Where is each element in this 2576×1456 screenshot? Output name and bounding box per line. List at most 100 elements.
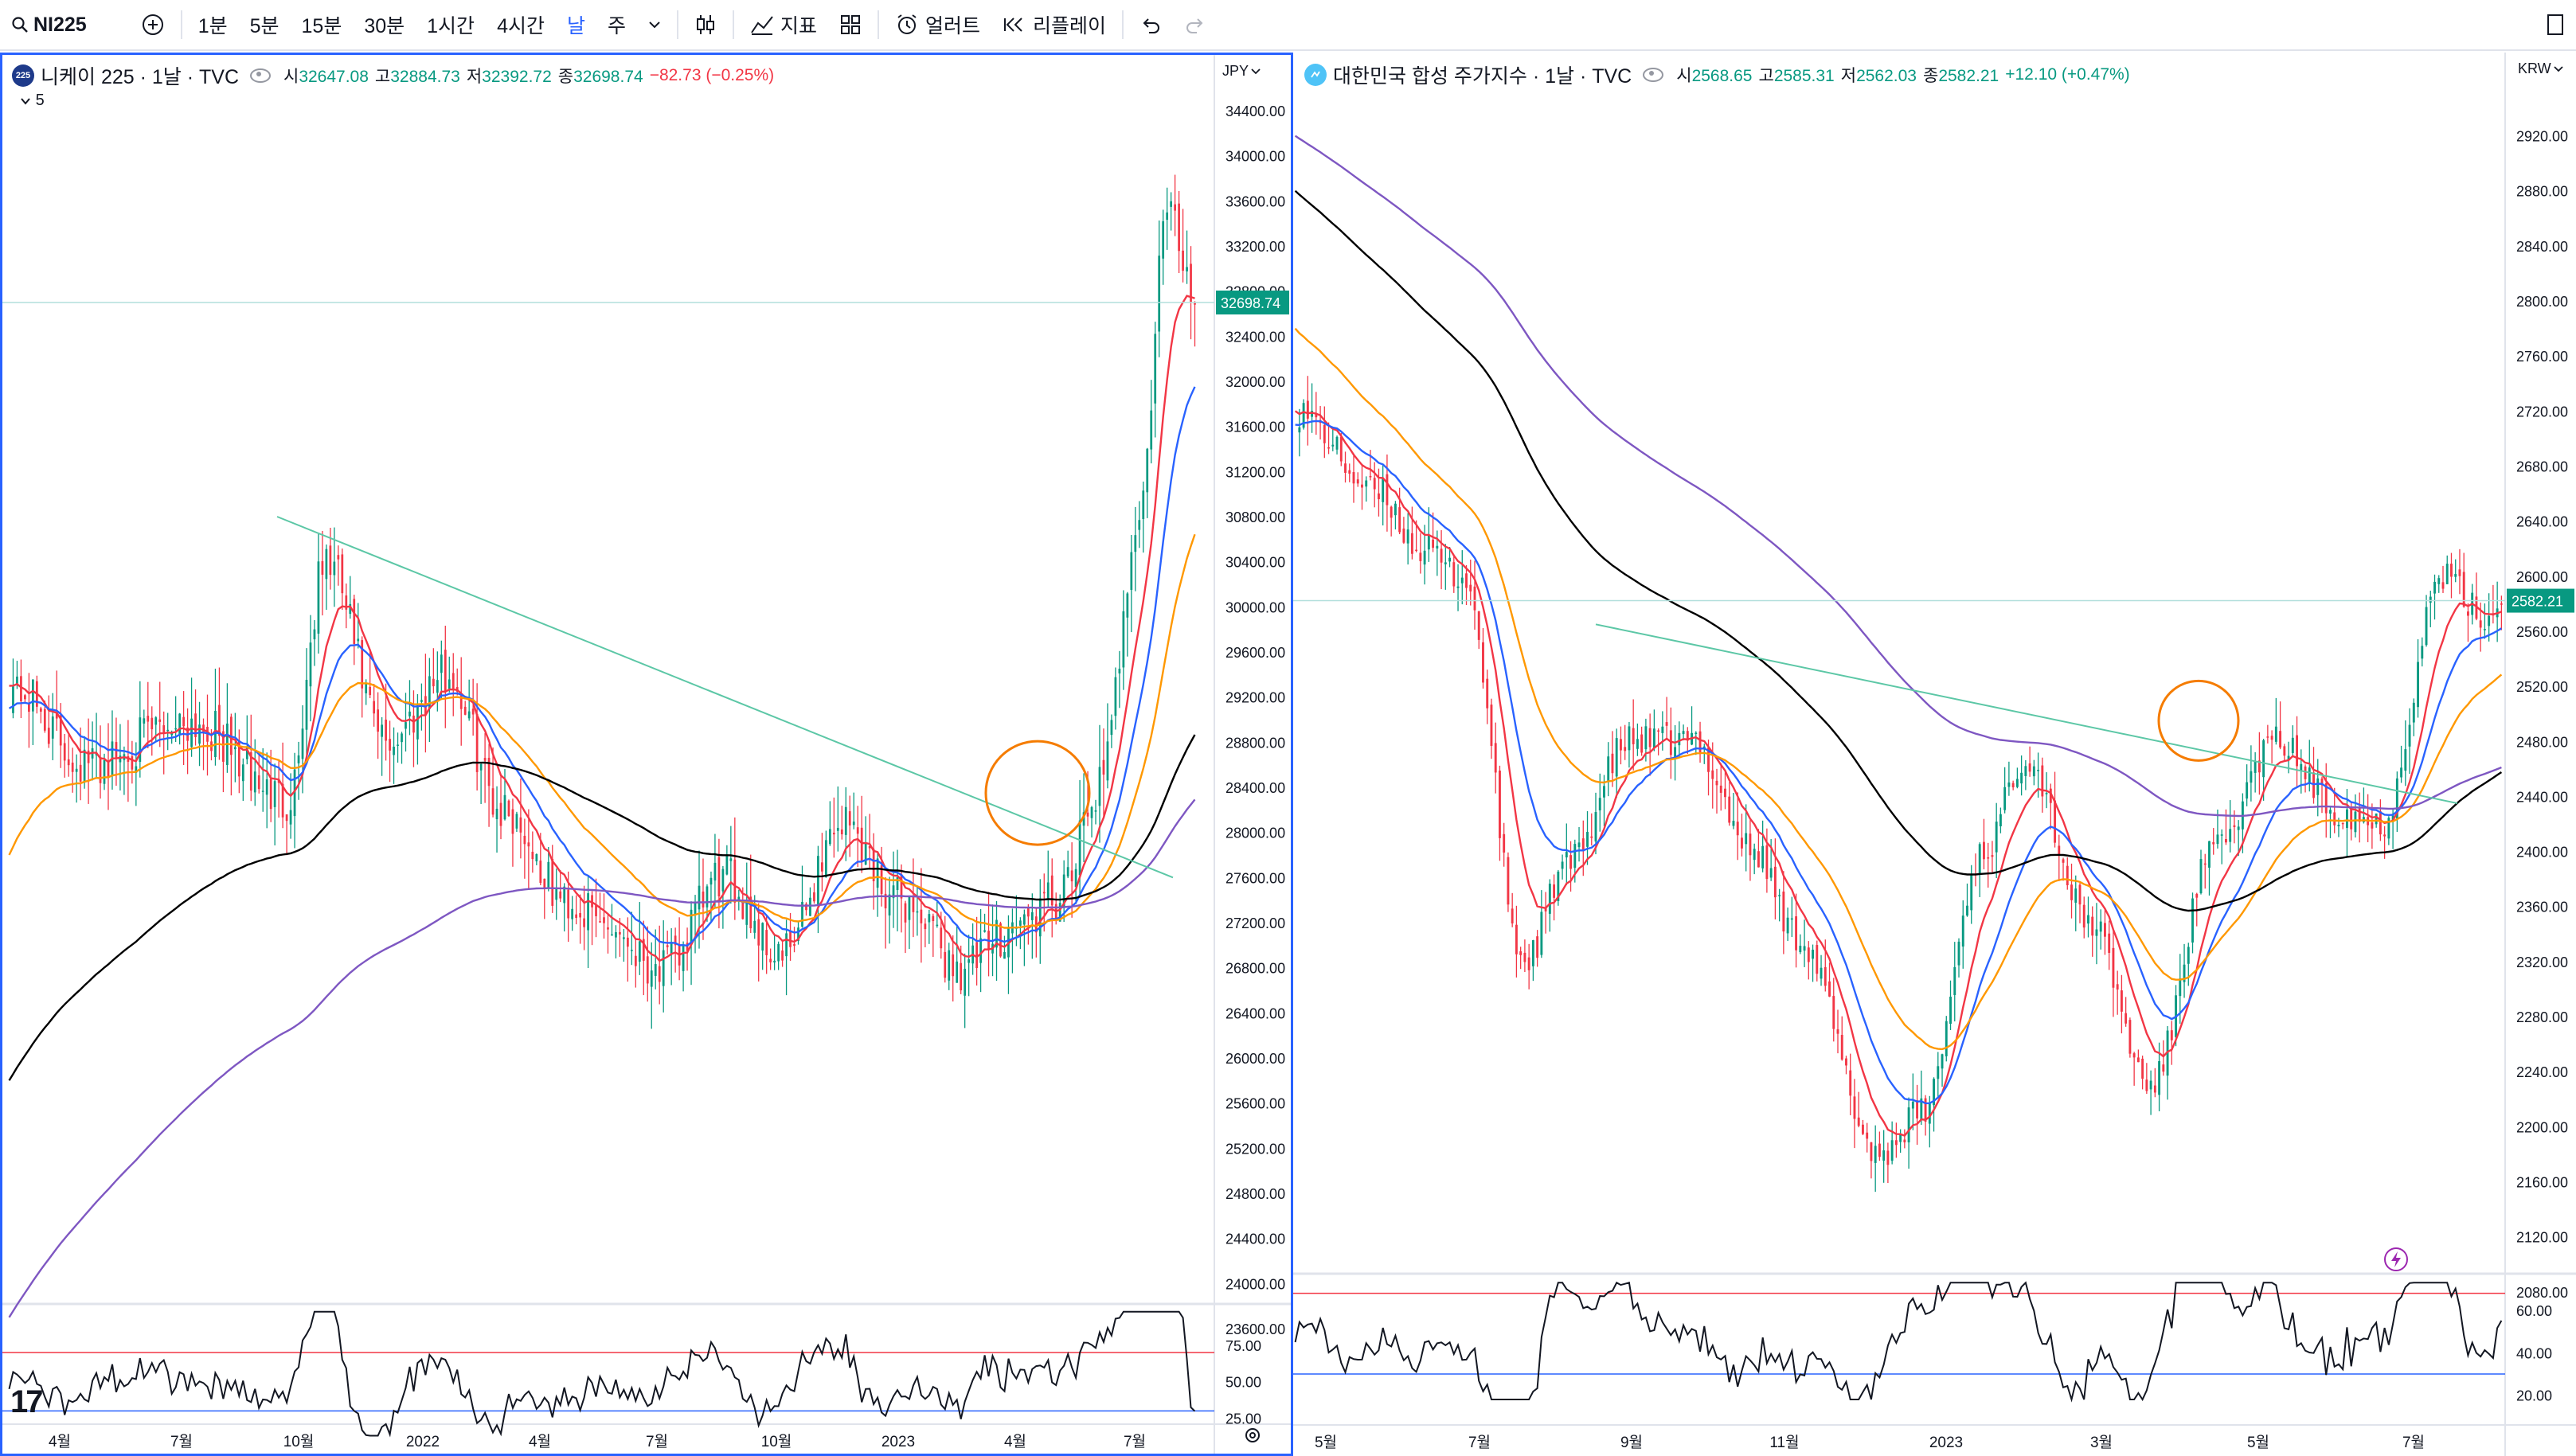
candle-body: [1110, 720, 1113, 736]
candle-body: [1961, 915, 1964, 947]
price-tick-label: 29600.00: [1225, 645, 1285, 661]
interval-4h[interactable]: 4시간: [497, 15, 545, 37]
time-tick-label: 4월: [529, 1433, 551, 1450]
interval-1h[interactable]: 1시간: [427, 15, 475, 37]
interval-day[interactable]: 날: [566, 15, 585, 37]
alert-button[interactable]: 얼러트: [884, 0, 991, 50]
price-tick-label: 24800.00: [1225, 1186, 1285, 1202]
candle-body: [1548, 884, 1551, 914]
interval-1m[interactable]: 1분: [197, 15, 228, 37]
candle-body: [170, 733, 174, 736]
candle-body: [1799, 946, 1802, 953]
candle-body: [531, 851, 534, 860]
candle-body: [1753, 849, 1756, 861]
candle-body: [249, 751, 252, 791]
interval-15m[interactable]: 15분: [301, 15, 342, 37]
candle-body: [2324, 783, 2328, 814]
layouts-button[interactable]: [828, 0, 873, 50]
indicator-collapse[interactable]: 5: [20, 92, 45, 110]
chart-type-button[interactable]: [683, 0, 728, 50]
ema-200-line[interactable]: [8, 798, 1196, 1318]
price-tick-label: 30400.00: [1225, 555, 1285, 571]
candle-body: [1423, 550, 1426, 565]
redo-button[interactable]: [1173, 0, 1218, 50]
candle-body: [507, 800, 510, 817]
replay-button[interactable]: 리플레이: [991, 0, 1117, 50]
candle-body: [2383, 834, 2386, 837]
trend-line[interactable]: [276, 516, 1174, 879]
chart-title[interactable]: 대한민국 합성 주가지수 · 1날 · TVC: [1333, 65, 1632, 88]
symbol-search[interactable]: NI225: [0, 0, 98, 50]
price-tick-label: 2200.00: [2516, 1119, 2568, 1135]
candle-body: [1042, 892, 1046, 894]
chart-title[interactable]: 니케이 225 · 1날 · TVC: [41, 66, 239, 88]
candle-body: [753, 920, 756, 933]
candle-body: [2104, 923, 2106, 937]
candle-body: [1636, 739, 1639, 749]
kospi-chart[interactable]: 2920.00 2880.00 2840.00 2800.00 2760.00 2720.…: [1293, 53, 2576, 1456]
interval-30m[interactable]: 30분: [364, 15, 405, 37]
candle-body: [960, 962, 963, 991]
candle-body: [2087, 915, 2089, 924]
candle-body: [1335, 436, 1339, 450]
pane-divider[interactable]: [1291, 53, 1293, 1456]
candle-body: [2141, 1058, 2144, 1079]
candle-body: [436, 680, 439, 693]
ema-40-line[interactable]: [8, 533, 1196, 929]
price-tick-label: 2760.00: [2516, 349, 2568, 365]
candle-body: [1050, 875, 1053, 906]
highlight-circle[interactable]: [2157, 679, 2240, 762]
ema-40-line[interactable]: [1294, 327, 2503, 1051]
highlight-circle[interactable]: [984, 740, 1091, 846]
panel-icon: [2547, 14, 2563, 35]
right-chart-pane[interactable]: 2920.00 2880.00 2840.00 2800.00 2760.00 2720.…: [1293, 53, 2576, 1456]
rsi-tick-label: 40.00: [2516, 1345, 2552, 1361]
trend-line[interactable]: [1595, 623, 2458, 805]
ema-20-line[interactable]: [1295, 420, 2503, 1105]
candle-body: [487, 757, 491, 787]
candle-body: [32, 679, 34, 712]
candle-body: [725, 854, 729, 875]
ema-120-line[interactable]: [1294, 189, 2503, 912]
ema-10-line[interactable]: [1294, 410, 2502, 1138]
candle-body: [451, 673, 455, 691]
rsi-line[interactable]: [8, 1310, 1196, 1438]
price-tick-label: 31200.00: [1225, 464, 1285, 480]
candle-body: [1544, 908, 1547, 911]
candle-body: [1419, 552, 1422, 561]
interval-dropdown[interactable]: [637, 0, 672, 50]
candle-body: [717, 857, 721, 897]
compare-button[interactable]: [130, 0, 176, 50]
candle-body: [1186, 267, 1188, 271]
nikkei-chart[interactable]: 34400.0034000.0033600.0033200.0032800.00…: [2, 55, 1291, 1454]
ema-120-line[interactable]: [8, 734, 1196, 1081]
undo-button[interactable]: [1128, 0, 1173, 50]
currency-selector[interactable]: KRW: [2518, 61, 2563, 77]
candle-body: [781, 950, 784, 961]
ema-20-line[interactable]: [8, 386, 1196, 947]
candle-body: [844, 806, 847, 835]
fullscreen-button[interactable]: [2535, 0, 2576, 50]
candle-body: [579, 912, 581, 918]
ema-10-line[interactable]: [9, 295, 1195, 962]
rsi-line[interactable]: [1294, 1281, 2503, 1403]
interval-5m[interactable]: 5분: [249, 15, 279, 37]
left-chart-pane[interactable]: 34400.0034000.0033600.0033200.0032800.00…: [0, 53, 1293, 1456]
candle-body: [1765, 845, 1769, 880]
candle-body: [709, 877, 713, 885]
indicators-button[interactable]: 지표: [739, 0, 828, 50]
candle-body: [952, 954, 955, 977]
candle-body: [1166, 212, 1169, 221]
candle-body: [860, 827, 863, 862]
candle-body: [1607, 756, 1610, 782]
tradingview-logo[interactable]: 17: [10, 1384, 43, 1419]
candle-body: [1432, 539, 1435, 548]
settings-icon[interactable]: [1243, 1426, 1262, 1445]
interval-week[interactable]: 주: [607, 15, 626, 37]
lightning-icon[interactable]: [2383, 1246, 2410, 1273]
candle-body: [840, 829, 843, 835]
eye-icon[interactable]: [1643, 68, 1664, 82]
ema-200-line[interactable]: [1294, 135, 2502, 818]
eye-icon[interactable]: [250, 68, 271, 83]
currency-selector[interactable]: JPY: [1222, 63, 1261, 80]
